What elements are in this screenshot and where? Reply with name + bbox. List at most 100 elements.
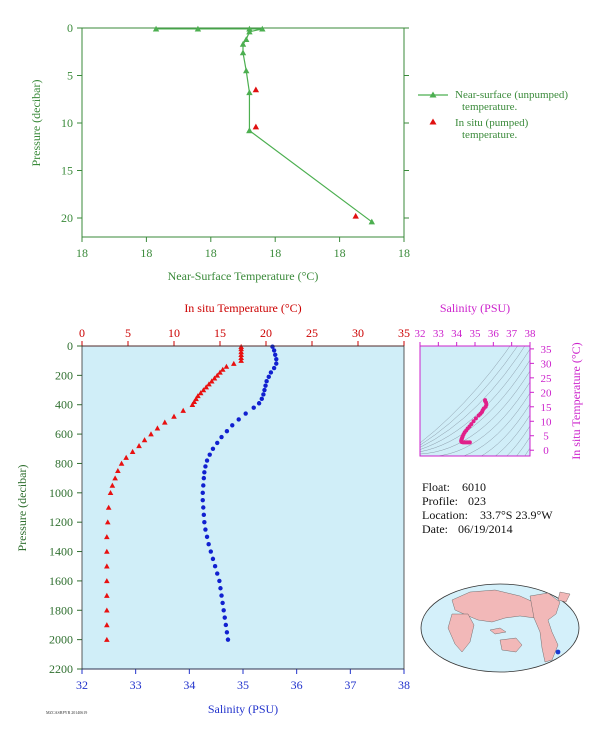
temperature-point (104, 578, 110, 584)
temp-tick-label: 15 (214, 326, 226, 340)
temperature-point (219, 366, 226, 372)
salinity-point (230, 423, 235, 428)
salinity-point (224, 428, 230, 434)
map-land-greenland (557, 591, 571, 603)
ts-contour (506, 425, 530, 456)
date-value: 06/19/2014 (458, 522, 513, 536)
salinity-point (262, 387, 267, 393)
temp-tick-label: 20 (260, 326, 272, 340)
legend-pumped-label-1: In situ (pumped) (455, 117, 529, 129)
temperature-point (109, 482, 116, 488)
temperature-series (104, 343, 244, 642)
ns-y-tick-label: 15 (61, 164, 73, 178)
ts-temp-tick-label: 35 (541, 344, 553, 356)
temperature-point (104, 622, 110, 628)
salinity-point (215, 571, 220, 576)
ts-temperature-axis-label: In situ Temperature (°C) (569, 342, 583, 459)
ts-diagram: 32 33 34 35 36 37 38 0 5 10 15 20 25 30 35 Salinity (… (415, 301, 584, 460)
pumped-point (252, 123, 260, 130)
salinity-point (271, 348, 277, 353)
ts-contour (420, 346, 511, 444)
ns-y-tick-label: 20 (61, 211, 73, 225)
salinity-point (201, 505, 206, 510)
sal-tick-label: 32 (76, 678, 88, 692)
pressure-tick-label: 1000 (49, 486, 73, 500)
world-map (420, 583, 580, 673)
salinity-point (203, 464, 208, 469)
unpumped-point (239, 40, 247, 47)
near-surface-x-axis-label: Near-Surface Temperature (°C) (168, 269, 319, 283)
ts-temp-tick-label: 15 (541, 402, 553, 414)
salinity-point (221, 608, 226, 613)
salinity-point (271, 365, 277, 371)
profile-plot-background (82, 346, 404, 669)
ts-temp-tick-label: 30 (541, 358, 553, 370)
salinity-point (206, 542, 211, 547)
temperature-point (200, 387, 207, 393)
ts-contour (462, 392, 530, 456)
unpumped-point (246, 127, 253, 134)
legend-pumped-label-2: temperature. (462, 129, 518, 141)
salinity-point (222, 615, 227, 620)
temperature-point (238, 346, 244, 352)
salinity-point (208, 549, 213, 554)
unpumped-point (246, 89, 253, 96)
ts-contour (480, 403, 530, 456)
ts-sal-tick-label: 37 (506, 328, 518, 340)
temp-tick-label: 0 (79, 326, 85, 340)
float-value: 6010 (462, 480, 486, 494)
salinity-point (259, 396, 264, 402)
temperature-point (115, 467, 121, 474)
temp-tick-label: 25 (306, 326, 318, 340)
salinity-point (220, 600, 225, 606)
salinity-point (225, 637, 231, 642)
ts-sal-tick-label: 34 (451, 328, 463, 340)
temperature-point (104, 519, 111, 525)
ts-point (471, 419, 476, 424)
temperature-point (238, 357, 244, 363)
unpumped-line (156, 28, 373, 223)
temperature-point (104, 548, 110, 554)
profile-chart: 0 5 10 15 20 25 30 35 32 33 34 35 36 37 38 0 200 400 600… (15, 301, 410, 716)
unpumped-point (243, 36, 250, 42)
temperature-point (211, 375, 218, 381)
temperature-point (214, 372, 221, 378)
pumped-point (352, 212, 359, 219)
ts-temp-tick-label: 10 (541, 416, 553, 428)
pressure-tick-label: 0 (67, 339, 73, 353)
ts-contour (494, 414, 530, 456)
map-land (447, 589, 571, 663)
salinity-point (243, 411, 248, 416)
float-label: Float: (422, 480, 450, 494)
salinity-point (212, 564, 218, 569)
salinity-point (273, 352, 278, 358)
salinity-point (202, 519, 207, 525)
pressure-tick-label: 1600 (49, 574, 73, 588)
temperature-point (104, 607, 110, 613)
salinity-point (274, 357, 279, 362)
pumped-point (252, 86, 260, 93)
ns-x-tick-label: 18 (140, 246, 152, 260)
temperature-point (238, 352, 244, 358)
location-value: 33.7°S 23.9°W (480, 508, 553, 522)
salinity-series (200, 344, 279, 642)
ts-sal-tick-label: 36 (488, 328, 500, 340)
temperature-point (238, 354, 244, 360)
ts-contour (516, 436, 530, 456)
float-info: Float: 6010 Profile: 023 Location: 33.7°… (422, 480, 553, 536)
profile-label: Profile: (422, 494, 458, 508)
ts-sal-tick-label: 32 (415, 328, 426, 340)
temperature-point (141, 437, 148, 443)
temperature-point (197, 390, 204, 396)
pressure-tick-label: 2000 (49, 633, 73, 647)
pressure-tick-label: 400 (55, 398, 73, 412)
ts-contour (420, 370, 530, 455)
temperature-point (154, 425, 161, 431)
map-land-indonesia (489, 627, 507, 635)
ts-plot-background (420, 346, 530, 456)
salinity-point (274, 361, 279, 366)
pressure-y-axis: 0 200 400 600 800 1000 1200 1400 1600 1800 2000 220… (49, 339, 82, 676)
profile-plot-frame (81, 345, 405, 670)
temperature-point (129, 448, 136, 454)
